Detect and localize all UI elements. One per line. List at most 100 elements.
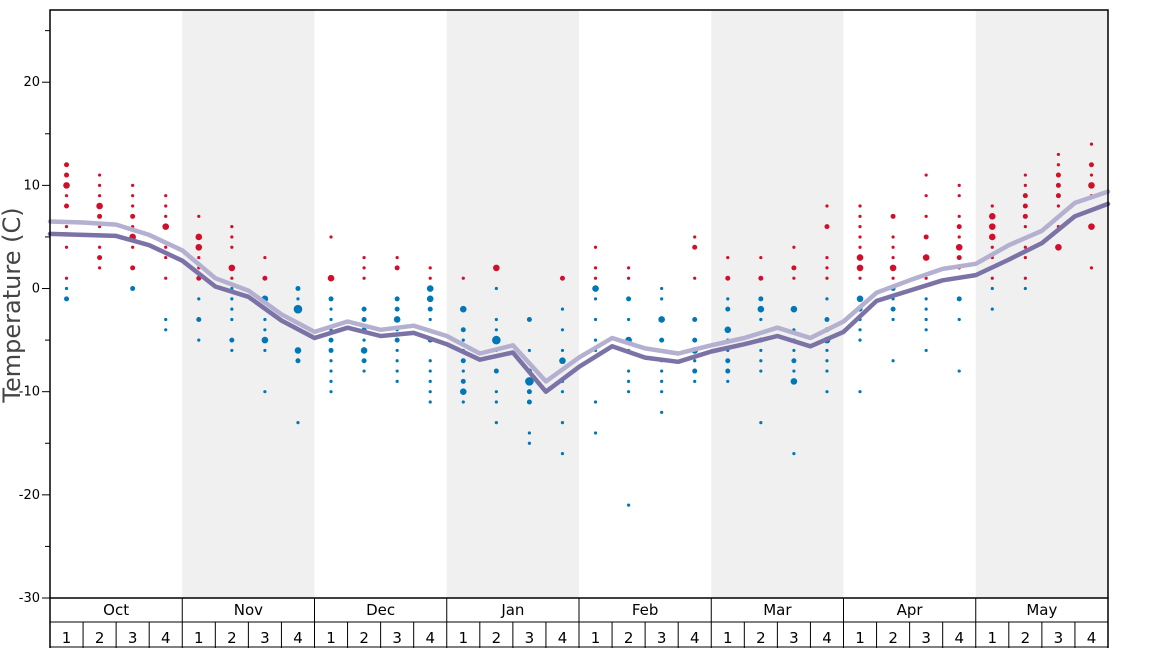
dot-above-zero bbox=[1089, 173, 1094, 177]
dot-below-zero bbox=[659, 337, 665, 343]
dot-above-zero bbox=[1088, 162, 1094, 168]
dot-below-zero bbox=[164, 328, 168, 332]
y-tick-label: 0 bbox=[32, 282, 40, 297]
dot-below-zero bbox=[626, 503, 631, 507]
month-band-nov bbox=[182, 10, 315, 598]
dot-below-zero bbox=[824, 316, 830, 322]
dot-below-zero bbox=[858, 328, 862, 332]
dot-below-zero bbox=[263, 317, 267, 322]
dot-below-zero bbox=[329, 317, 333, 322]
dot-below-zero bbox=[460, 358, 466, 364]
dot-below-zero bbox=[230, 297, 234, 301]
dot-above-zero bbox=[1089, 266, 1094, 270]
dot-above-zero bbox=[230, 235, 234, 239]
dot-below-zero bbox=[329, 359, 333, 363]
dot-below-zero bbox=[1023, 286, 1027, 291]
month-band-may bbox=[975, 10, 1108, 598]
month-label-nov: Nov bbox=[234, 601, 263, 619]
dot-below-zero bbox=[362, 338, 366, 342]
dot-below-zero bbox=[856, 295, 864, 303]
dot-below-zero bbox=[626, 296, 632, 302]
week-label: 2 bbox=[888, 629, 898, 647]
dot-above-zero bbox=[593, 245, 598, 249]
dot-below-zero bbox=[626, 390, 631, 394]
dot-below-zero bbox=[891, 359, 895, 363]
dot-above-zero bbox=[891, 276, 895, 280]
dot-below-zero bbox=[858, 390, 862, 394]
y-tick-label: -30 bbox=[19, 591, 40, 606]
dot-above-zero bbox=[131, 183, 135, 187]
month-label-may: May bbox=[1026, 601, 1057, 619]
dot-below-zero bbox=[660, 286, 664, 291]
dot-below-zero bbox=[428, 400, 432, 404]
dot-above-zero bbox=[362, 255, 366, 260]
dot-above-zero bbox=[725, 275, 731, 281]
dot-below-zero bbox=[924, 307, 928, 311]
dot-above-zero bbox=[922, 254, 930, 261]
dot-above-zero bbox=[97, 183, 102, 187]
dot-above-zero bbox=[131, 245, 135, 249]
dot-below-zero bbox=[197, 297, 201, 301]
dot-below-zero bbox=[527, 431, 532, 435]
dot-below-zero bbox=[428, 359, 432, 363]
dot-below-zero bbox=[164, 317, 168, 322]
dot-below-zero bbox=[395, 348, 399, 353]
dot-below-zero bbox=[990, 307, 994, 311]
dot-above-zero bbox=[1023, 245, 1027, 249]
dot-above-zero bbox=[759, 255, 763, 260]
dot-above-zero bbox=[64, 172, 70, 178]
dot-above-zero bbox=[1023, 276, 1027, 280]
dot-above-zero bbox=[957, 214, 961, 218]
y-tick-label: 20 bbox=[23, 75, 40, 90]
dot-above-zero bbox=[856, 254, 864, 261]
dot-above-zero bbox=[825, 204, 829, 208]
week-label: 3 bbox=[525, 629, 535, 647]
dot-below-zero bbox=[394, 337, 400, 343]
dot-below-zero bbox=[494, 400, 498, 404]
dot-above-zero bbox=[97, 245, 102, 249]
dot-below-zero bbox=[759, 348, 763, 353]
dot-below-zero bbox=[592, 285, 599, 292]
dot-above-zero bbox=[1023, 255, 1027, 260]
dot-below-zero bbox=[296, 421, 300, 425]
dot-below-zero bbox=[559, 357, 566, 365]
dot-above-zero bbox=[263, 255, 267, 260]
dot-above-zero bbox=[858, 214, 862, 218]
dot-below-zero bbox=[725, 368, 731, 374]
dot-above-zero bbox=[891, 245, 895, 249]
dot-above-zero bbox=[230, 276, 234, 280]
dot-below-zero bbox=[329, 307, 333, 311]
dot-above-zero bbox=[164, 276, 168, 280]
y-axis-label: Temperature (C) bbox=[0, 207, 26, 403]
dot-below-zero bbox=[726, 297, 730, 301]
dot-below-zero bbox=[660, 379, 664, 383]
dot-below-zero bbox=[693, 359, 697, 363]
dot-below-zero bbox=[593, 297, 598, 301]
dot-above-zero bbox=[97, 266, 102, 270]
y-tick-label: 10 bbox=[23, 178, 40, 193]
dot-below-zero bbox=[560, 421, 565, 425]
dot-above-zero bbox=[1089, 142, 1094, 146]
dot-above-zero bbox=[1022, 203, 1028, 209]
dot-below-zero bbox=[790, 378, 798, 385]
dot-above-zero bbox=[693, 235, 697, 239]
dot-below-zero bbox=[757, 305, 765, 313]
dot-below-zero bbox=[759, 359, 763, 363]
dot-above-zero bbox=[1022, 193, 1028, 199]
dot-below-zero bbox=[328, 347, 334, 353]
week-label: 3 bbox=[260, 629, 270, 647]
week-label: 4 bbox=[1087, 629, 1097, 647]
dot-above-zero bbox=[856, 264, 864, 272]
dot-above-zero bbox=[130, 265, 136, 271]
dot-above-zero bbox=[988, 223, 996, 230]
week-label: 2 bbox=[756, 629, 766, 647]
dot-below-zero bbox=[494, 328, 498, 332]
dot-above-zero bbox=[1056, 163, 1061, 167]
dot-below-zero bbox=[461, 369, 465, 373]
dot-below-zero bbox=[990, 286, 994, 291]
dot-above-zero bbox=[164, 255, 168, 260]
dot-above-zero bbox=[924, 214, 928, 218]
dot-below-zero bbox=[428, 369, 432, 373]
dot-above-zero bbox=[362, 276, 366, 280]
dot-below-zero bbox=[428, 390, 432, 394]
